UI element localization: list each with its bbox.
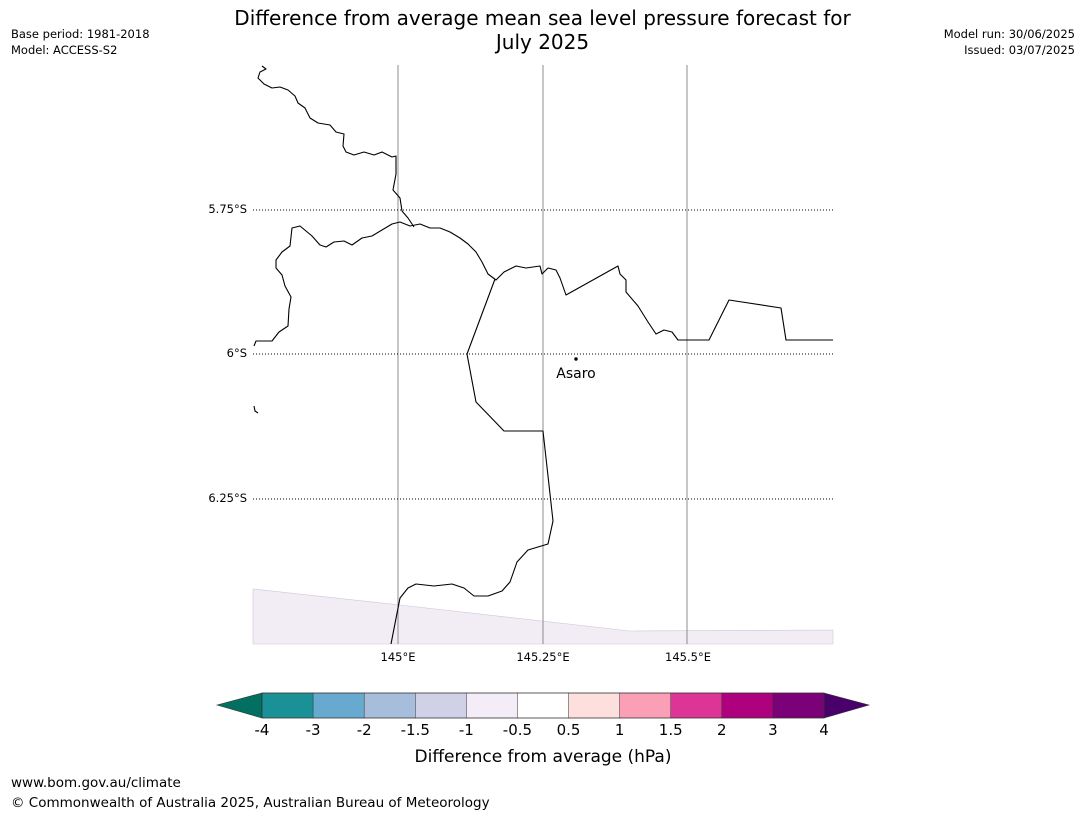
coast-fragment-line [253,405,259,414]
northern-border-line [257,65,415,228]
colorbar-segment [670,692,723,719]
lon-label-145-25e: 145.25°E [516,650,569,664]
lat-label-5-75s: 5.75°S [208,202,247,216]
colorbar-segment [363,692,416,719]
colorbar-segment [619,692,672,719]
colorbar-label: Difference from average (hPa) [415,747,672,767]
central-border-line [253,221,833,347]
footer-copyright: © Commonwealth of Australia 2025, Austra… [11,795,490,811]
lat-label-6s: 6°S [227,346,247,360]
colorbar-segment [415,692,467,719]
colorbar-tick-label: 1 [615,721,625,739]
colorbar-segment [721,692,774,719]
colorbar-segment [466,692,518,719]
lon-label-145e: 145°E [381,650,416,664]
colorbar-tick-label: -4 [255,721,270,739]
colorbar-tick-label: -3 [306,721,321,739]
footer-url: www.bom.gov.au/climate [11,775,181,791]
colorbar-tick-label: -0.5 [503,721,532,739]
colorbar-tick-label: -1 [459,721,474,739]
model-text: Model: ACCESS-S2 [11,43,118,57]
metadata-left: Base period: 1981-2018 Model: ACCESS-S2 [11,26,150,58]
latitude-gridlines [253,209,833,500]
colorbar-outline [261,692,825,719]
colorbar-segment [517,692,570,719]
colorbar-segment [772,692,825,719]
lon-label-145-5e: 145.5°E [665,650,711,664]
model-run-text: Model run: 30/06/2025 [943,27,1075,41]
colorbar-tick-label: 0.5 [557,721,581,739]
western-border-line [390,278,554,645]
colorbar-segment [568,692,621,719]
colorbar-tick-label: 4 [819,721,829,739]
title-line-1: Difference from average mean sea level p… [234,6,851,30]
base-period-text: Base period: 1981-2018 [11,27,150,41]
colorbar-tick-label: 2 [717,721,727,739]
issued-text: Issued: 03/07/2025 [964,43,1075,57]
metadata-right: Model run: 30/06/2025 Issued: 03/07/2025 [944,26,1075,58]
title-line-2: July 2025 [495,30,590,54]
colorbar-tick-label: 1.5 [659,721,683,739]
colorbar: -4 -3 -2 -1.5 -1 -0.5 0.5 1 1.5 2 3 4 Difference fr… [215,692,871,767]
colorbar-tick-label: -1.5 [401,721,430,739]
lat-label-6-25s: 6.25°S [208,491,247,505]
colorbar-tick-label: 3 [768,721,778,739]
map-title: Difference from average mean sea level p… [190,6,895,54]
colorbar-under-arrow [215,692,263,719]
province-borders [253,65,833,645]
colorbar-segment [261,692,314,719]
dot-marker-icon [574,357,578,361]
place-label-asaro: Asaro [556,366,595,382]
colorbar-over-arrow [823,692,871,719]
colorbar-segment [312,692,365,719]
colorbar-tick-label: -2 [357,721,372,739]
